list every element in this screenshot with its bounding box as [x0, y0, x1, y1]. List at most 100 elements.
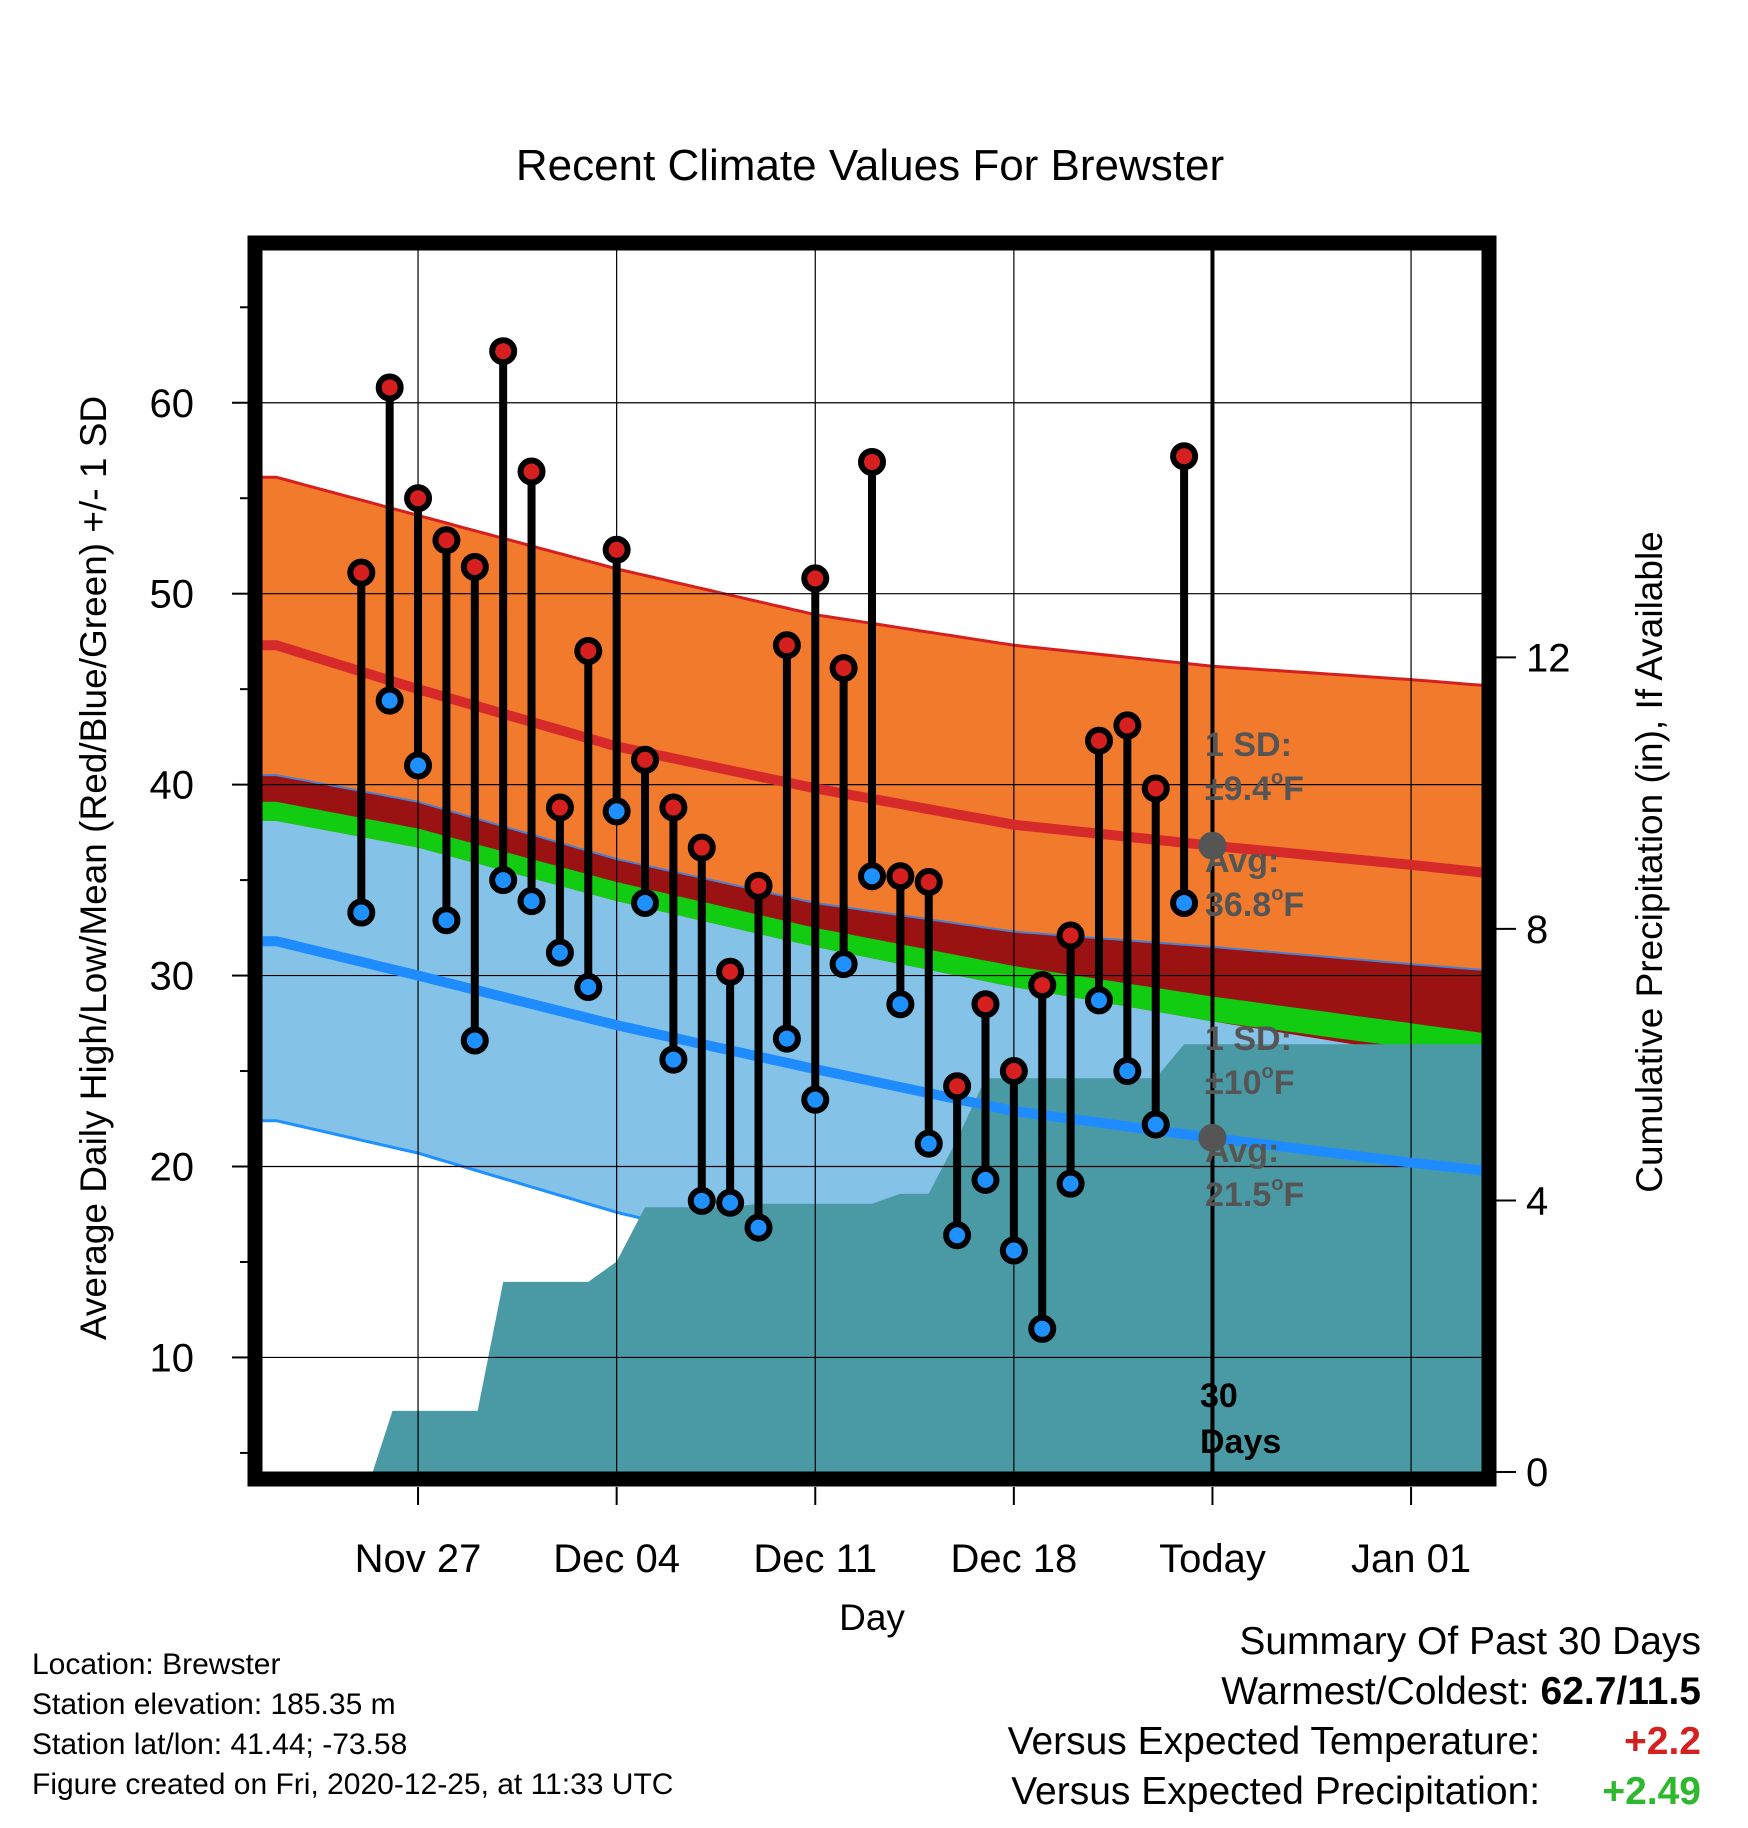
high-temperature-point — [460, 552, 489, 581]
summary-precip-row: Versus Expected Precipitation: +2.49 — [1008, 1767, 1701, 1817]
low-temperature-point — [1028, 1314, 1057, 1343]
right-axis-tick-label: 8 — [1526, 908, 1548, 952]
high-temperature-point — [602, 535, 631, 564]
left-axis: 10 20 30 40 50 60 — [150, 306, 248, 1454]
low-temperature-point — [914, 1129, 943, 1158]
left-axis-tick-label: 20 — [150, 1146, 195, 1190]
high-temperature-point — [375, 373, 404, 402]
high-temperature-point — [1113, 711, 1142, 740]
high-temperature-point — [744, 871, 773, 900]
low-temperature-point — [744, 1213, 773, 1242]
annotations: 1 SD: ±9.4oF Avg: 36.8oF 1 SD: ±10oF Avg… — [1200, 726, 1304, 1461]
high-sd-value: ±9.4oF — [1205, 767, 1304, 808]
high-temperature-point — [1056, 921, 1085, 950]
left-axis-tick-label: 50 — [150, 573, 195, 617]
low-sd-number: ±10 — [1205, 1064, 1261, 1102]
low-avg-unit: F — [1283, 1176, 1304, 1214]
low-temperature-point — [1084, 986, 1113, 1015]
left-axis-tick-label: 60 — [150, 382, 195, 426]
high-sd-label: 1 SD: — [1205, 726, 1292, 764]
low-temperature-point — [545, 938, 574, 967]
high-temperature-point — [772, 631, 801, 660]
high-avg-label: Avg: — [1205, 842, 1279, 880]
high-temperature-point — [886, 862, 915, 891]
high-temperature-point — [659, 793, 688, 822]
right-axis-tick-label: 4 — [1526, 1179, 1548, 1223]
low-avg-value: 21.5oF — [1205, 1173, 1304, 1214]
low-temperature-point — [375, 686, 404, 715]
low-temperature-point — [1113, 1057, 1142, 1086]
low-temperature-point — [943, 1221, 972, 1250]
summary-temp-row: Versus Expected Temperature: +2.2 — [1008, 1717, 1701, 1767]
precipitation-area — [372, 1044, 1482, 1472]
low-temperature-point — [574, 973, 603, 1002]
right-axis: 0 4 8 12 — [1496, 636, 1571, 1495]
high-temperature-point — [404, 484, 433, 513]
low-temperature-point — [347, 898, 376, 927]
low-temperature-point — [886, 990, 915, 1019]
low-avg-number: 21.5 — [1205, 1176, 1271, 1214]
left-axis-tick-label: 30 — [150, 955, 195, 999]
high-temperature-point — [999, 1057, 1028, 1086]
precipitation-fill — [372, 1044, 1482, 1472]
low-sd-unit: F — [1274, 1064, 1295, 1102]
high-avg-degree: o — [1271, 883, 1283, 905]
low-temperature-point — [999, 1236, 1028, 1265]
period-number: 30 — [1200, 1377, 1238, 1415]
high-temperature-point — [347, 558, 376, 587]
latlon-text: Station lat/lon: 41.44; -73.58 — [32, 1728, 408, 1761]
x-axis-tick-label: Jan 01 — [1351, 1537, 1471, 1581]
low-temperature-point — [1056, 1169, 1085, 1198]
high-temperature-point — [687, 833, 716, 862]
high-temperature-point — [858, 447, 886, 476]
low-temperature-point — [687, 1186, 716, 1215]
high-temperature-point — [489, 337, 518, 366]
high-temperature-point — [1028, 971, 1057, 1000]
high-temperature-point — [545, 793, 574, 822]
x-axis-tick-label: Dec 18 — [950, 1537, 1077, 1581]
low-average-line — [262, 936, 1482, 1176]
low-temperature-point — [1170, 889, 1199, 918]
daily-points — [347, 337, 1227, 1343]
right-axis-tick-label: 12 — [1526, 636, 1571, 680]
left-axis-tick-label: 10 — [150, 1336, 195, 1380]
high-avg-number: 36.8 — [1205, 886, 1271, 924]
low-temperature-point — [716, 1188, 745, 1217]
station-info: Location: Brewster Station elevation: 18… — [32, 1645, 673, 1805]
low-avg-degree: o — [1271, 1173, 1283, 1195]
x-axis-label: Day — [839, 1597, 905, 1638]
precip-value: +2.49 — [1602, 1770, 1701, 1813]
warmest-label: Warmest/Coldest: — [1221, 1670, 1530, 1713]
low-sd-degree: o — [1261, 1061, 1273, 1083]
high-sd-number: ±9.4 — [1205, 770, 1271, 808]
high-temperature-point — [829, 654, 858, 683]
y-axis-left-label: Average Daily High/Low/Mean (Red/Blue/Gr… — [73, 396, 114, 1340]
low-temperature-point — [801, 1085, 830, 1114]
high-temperature-point — [914, 868, 943, 897]
x-axis: Nov 27 Dec 04 Dec 11 Dec 18 Today Jan 01 — [355, 1487, 1471, 1581]
high-sd-unit: F — [1283, 770, 1304, 808]
high-avg-unit: F — [1283, 886, 1304, 924]
high-temperature-point — [574, 636, 603, 665]
high-temperature-point — [517, 457, 546, 486]
high-temperature-point — [943, 1072, 972, 1101]
high-temperature-point — [1084, 726, 1113, 755]
high-temperature-point — [716, 957, 745, 986]
low-today-average-marker — [1198, 1123, 1227, 1152]
high-temperature-point — [801, 564, 830, 593]
temp-label: Versus Expected Temperature: — [1007, 1720, 1541, 1763]
low-temperature-point — [602, 797, 631, 826]
x-axis-tick-label: Today — [1159, 1537, 1266, 1581]
low-temperature-point — [631, 889, 660, 918]
high-today-average-marker — [1198, 831, 1227, 860]
summary-warmest-row: Warmest/Coldest: 62.7/11.5 — [1008, 1667, 1701, 1717]
low-avg-label: Avg: — [1205, 1132, 1279, 1170]
low-temperature-point — [432, 906, 461, 935]
summary-heading: Summary Of Past 30 Days — [1239, 1620, 1701, 1663]
plot-area — [262, 250, 1482, 1472]
high-temperature-point — [1170, 442, 1199, 471]
temp-value: +2.2 — [1624, 1720, 1701, 1763]
precip-label: Versus Expected Precipitation: — [1011, 1770, 1541, 1813]
chart-title: Recent Climate Values For Brewster — [516, 141, 1224, 190]
